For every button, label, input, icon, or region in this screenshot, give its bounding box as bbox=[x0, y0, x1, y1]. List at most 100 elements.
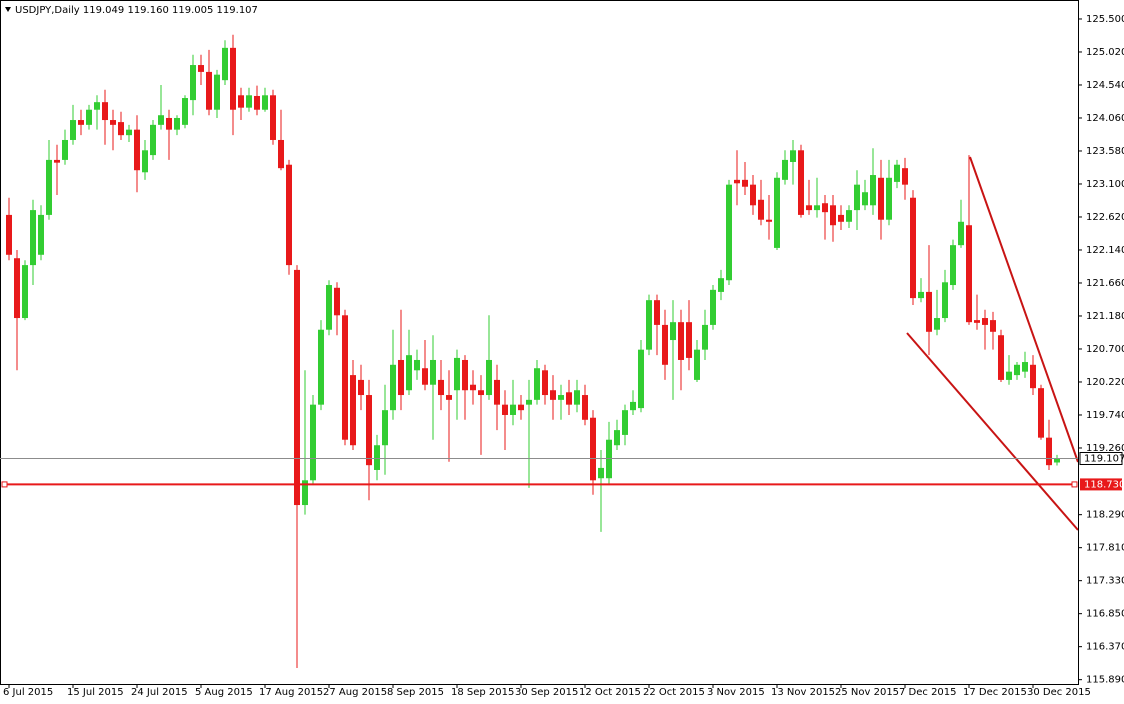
candle-body bbox=[950, 245, 956, 286]
y-tick-label: 124.540 bbox=[1086, 80, 1124, 91]
candle-body bbox=[1022, 362, 1028, 372]
candle-body bbox=[726, 184, 732, 281]
candle-body bbox=[718, 278, 724, 292]
candle-body bbox=[374, 445, 380, 470]
candle-body bbox=[398, 359, 404, 396]
candle-body bbox=[702, 324, 708, 350]
candle-body bbox=[382, 410, 388, 446]
candle-body bbox=[1006, 371, 1012, 380]
price-label-box bbox=[1080, 478, 1122, 491]
candle-body bbox=[238, 95, 244, 108]
candle-body bbox=[886, 177, 892, 220]
candle-body bbox=[38, 214, 44, 255]
candle-body bbox=[686, 322, 692, 358]
candle-body bbox=[990, 320, 996, 332]
candle-body bbox=[222, 47, 228, 81]
candle-body bbox=[166, 117, 172, 130]
candle-body bbox=[310, 404, 316, 481]
candle-body bbox=[182, 98, 188, 125]
chart-header: USDJPY,Daily 119.049 119.160 119.005 119… bbox=[15, 5, 258, 16]
y-tick-label: 122.140 bbox=[1086, 245, 1124, 256]
candle-body bbox=[414, 359, 420, 371]
x-tick-label: 7 Dec 2015 bbox=[899, 687, 957, 698]
x-tick-label: 15 Jul 2015 bbox=[67, 687, 124, 698]
candle-body bbox=[1014, 364, 1020, 376]
candle-body bbox=[774, 177, 780, 248]
candle-body bbox=[190, 65, 196, 101]
candle-body bbox=[1054, 458, 1060, 463]
candle-body bbox=[246, 95, 252, 108]
candle-body bbox=[254, 95, 260, 110]
x-tick-label: 18 Sep 2015 bbox=[451, 687, 514, 698]
candle-body bbox=[782, 159, 788, 180]
line-handle bbox=[1, 481, 8, 488]
candle-body bbox=[574, 390, 580, 405]
price-label: 118.730 bbox=[1084, 479, 1124, 490]
x-tick-label: 8 Sep 2015 bbox=[387, 687, 444, 698]
candle-body bbox=[758, 199, 764, 220]
candle-body bbox=[590, 417, 596, 481]
quote-high: 119.160 bbox=[127, 5, 168, 16]
candle-body bbox=[286, 164, 292, 266]
candle-body bbox=[198, 65, 204, 72]
y-tick-label: 120.700 bbox=[1086, 344, 1124, 355]
candle-body bbox=[262, 95, 268, 110]
candle-body bbox=[542, 370, 548, 396]
candle-body bbox=[14, 258, 20, 319]
bid-label-box bbox=[1079, 451, 1123, 465]
candle-body bbox=[958, 221, 964, 246]
y-tick-label: 116.850 bbox=[1086, 609, 1124, 620]
candle-body bbox=[598, 467, 604, 479]
candle-body bbox=[462, 359, 468, 391]
candle-body bbox=[614, 430, 620, 446]
y-tick-label: 121.180 bbox=[1086, 311, 1124, 322]
y-tick-label: 123.100 bbox=[1086, 179, 1124, 190]
candle-body bbox=[94, 102, 100, 110]
candle-body bbox=[630, 401, 636, 411]
y-tick-label: 119.740 bbox=[1086, 410, 1124, 421]
candle-body bbox=[214, 74, 220, 110]
x-tick-label: 6 Jul 2015 bbox=[3, 687, 53, 698]
candle-body bbox=[654, 300, 660, 325]
candle-body bbox=[174, 117, 180, 130]
candle-body bbox=[670, 322, 676, 341]
x-tick-label: 13 Nov 2015 bbox=[771, 687, 835, 698]
candle-body bbox=[622, 410, 628, 435]
candle-body bbox=[846, 210, 852, 222]
bid-label: 119.107 bbox=[1084, 453, 1124, 464]
line-handle bbox=[1071, 481, 1078, 488]
chart-title: USDJPY,Daily bbox=[15, 5, 80, 16]
candle-body bbox=[678, 322, 684, 360]
candle-body bbox=[798, 150, 804, 215]
quote-open: 119.049 bbox=[83, 5, 124, 16]
candle-body bbox=[126, 129, 132, 136]
candle-body bbox=[734, 179, 740, 184]
candle-body bbox=[446, 395, 452, 400]
candle-body bbox=[518, 404, 524, 411]
candle-body bbox=[942, 282, 948, 319]
y-tick-label: 119.260 bbox=[1086, 443, 1124, 454]
candle-body bbox=[230, 47, 236, 110]
candle-body bbox=[1038, 388, 1044, 438]
candle-body bbox=[358, 379, 364, 396]
candle-body bbox=[694, 349, 700, 380]
x-tick-label: 24 Jul 2015 bbox=[131, 687, 188, 698]
y-tick-label: 123.580 bbox=[1086, 146, 1124, 157]
candle-body bbox=[534, 368, 540, 400]
quote-close: 119.107 bbox=[217, 5, 258, 16]
candle-body bbox=[814, 205, 820, 211]
candle-body bbox=[662, 324, 668, 365]
candle-body bbox=[870, 175, 876, 206]
candle-body bbox=[118, 122, 124, 136]
candle-body bbox=[86, 109, 92, 125]
candle-body bbox=[390, 364, 396, 411]
y-tick-label: 124.060 bbox=[1086, 113, 1124, 124]
candle-body bbox=[78, 120, 84, 125]
candle-body bbox=[510, 404, 516, 415]
candle-body bbox=[494, 379, 500, 405]
candle-body bbox=[102, 102, 108, 121]
candle-body bbox=[486, 359, 492, 396]
candle-body bbox=[806, 205, 812, 211]
x-tick-label: 22 Oct 2015 bbox=[643, 687, 705, 698]
